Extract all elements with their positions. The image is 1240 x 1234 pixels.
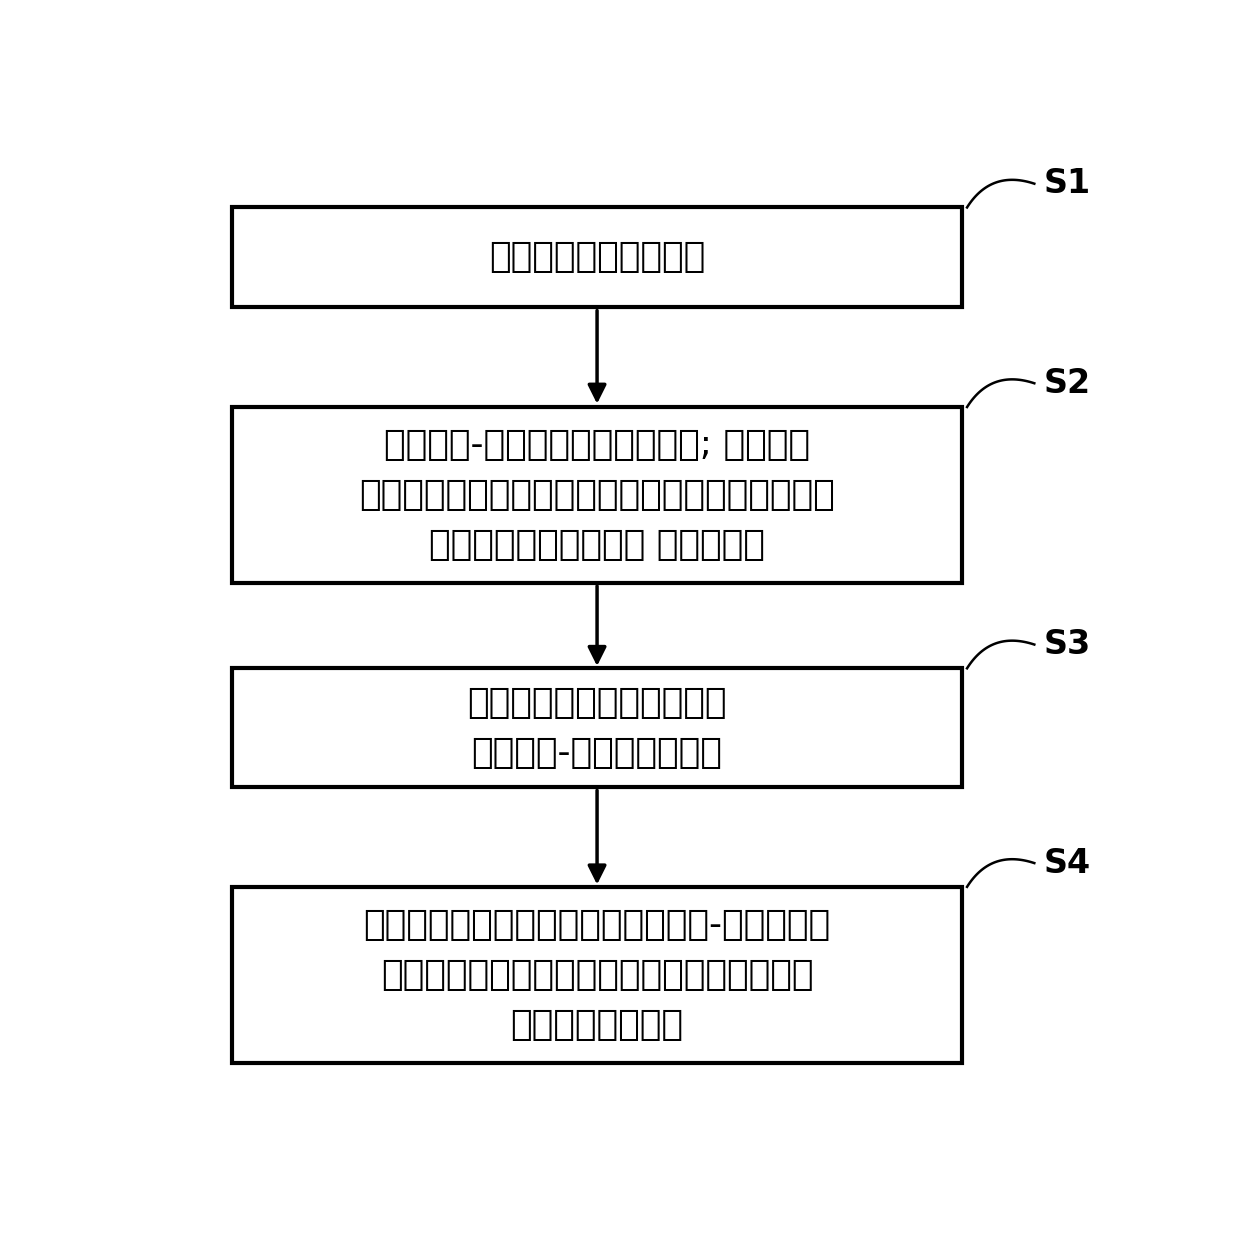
Text: S2: S2 <box>1044 366 1091 400</box>
Text: S4: S4 <box>1044 847 1091 880</box>
FancyBboxPatch shape <box>232 669 962 787</box>
Text: 获取焊缝的样本图像集: 获取焊缝的样本图像集 <box>489 241 706 274</box>
FancyBboxPatch shape <box>232 207 962 307</box>
Text: S1: S1 <box>1044 168 1091 200</box>
Text: S3: S3 <box>1044 628 1091 661</box>
Text: 利用样本图像集训练模型，
得到卷积-反卷积神经网络: 利用样本图像集训练模型， 得到卷积-反卷积神经网络 <box>467 686 727 770</box>
Text: 将获取的待识别焊缝的图像输入卷积-反卷积神经
网络，得到待识别焊缝的分割图片和分割图片
所对应的焊缝类型: 将获取的待识别焊缝的图像输入卷积-反卷积神经 网络，得到待识别焊缝的分割图片和分… <box>363 907 831 1041</box>
Text: 建立卷积-反卷积神经网络的模型; 卷积核的
采样点位置均设置偏移变量，以实现卷积核采样点
根据待识别焊缝的特征 自适应变化: 建立卷积-反卷积神经网络的模型; 卷积核的 采样点位置均设置偏移变量，以实现卷积… <box>360 428 835 563</box>
FancyBboxPatch shape <box>232 407 962 582</box>
FancyBboxPatch shape <box>232 887 962 1062</box>
